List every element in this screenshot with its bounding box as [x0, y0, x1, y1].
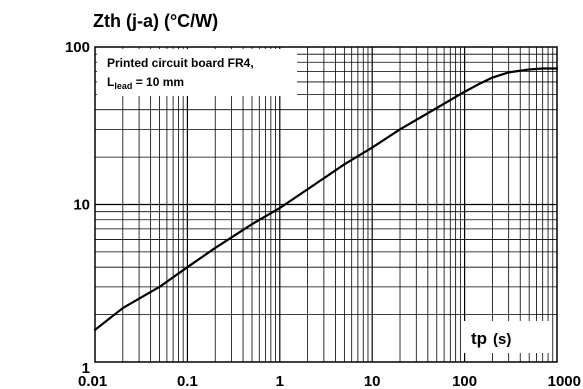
annotation-line2-suffix: = 10 mm	[132, 75, 184, 89]
x-axis-label-box: tp (s)	[464, 321, 552, 353]
series-line-1	[93, 67, 559, 331]
chart-title: Zth (j-a) (°C/W)	[93, 11, 218, 31]
x-axis-label-main: tp	[471, 329, 487, 348]
y-tick-label: 10	[73, 197, 90, 214]
plot-frame	[94, 46, 558, 363]
y-tick-label: 100	[65, 39, 90, 56]
y-tick-labels: 1 10 100	[65, 39, 90, 377]
x-tick-labels: 0.01 0.1 1 10 100 1000	[78, 373, 581, 389]
x-tick-label: 0.01	[78, 373, 107, 389]
x-tick-label: 0.1	[177, 373, 198, 389]
annotation-line1: Printed circuit board FR4,	[107, 56, 254, 70]
x-axis-label-unit: (s)	[493, 331, 511, 348]
x-tick-label: 1	[276, 373, 284, 389]
x-axis-label: tp (s)	[471, 329, 511, 348]
annotation-line2-subscript: lead	[114, 81, 132, 91]
x-tick-label: 10	[364, 373, 381, 389]
y-tick-label: 1	[82, 360, 90, 377]
x-tick-label: 100	[452, 373, 477, 389]
curve-layer	[93, 67, 559, 331]
x-tick-label: 1000	[548, 373, 581, 389]
annotation-line2: Llead = 10 mm	[107, 75, 184, 91]
annotation-background	[97, 49, 297, 96]
annotation-box: Printed circuit board FR4, Llead = 10 mm	[97, 49, 297, 96]
annotation-line2-prefix: L	[107, 75, 114, 89]
x-axis-label-background	[464, 321, 552, 353]
